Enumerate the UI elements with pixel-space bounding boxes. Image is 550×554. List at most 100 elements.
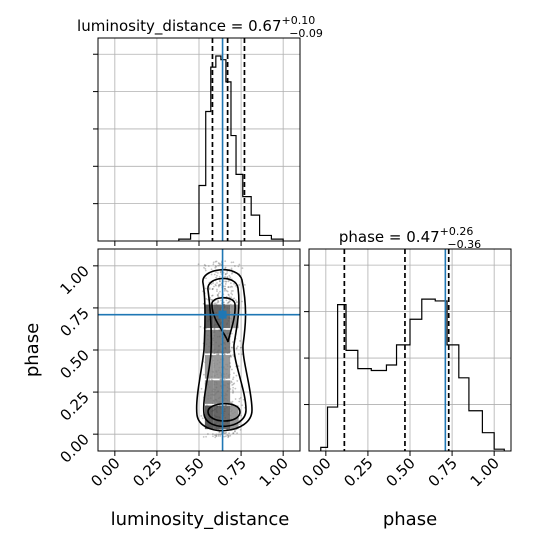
- scatter-point: [230, 290, 233, 292]
- scatter-point: [229, 282, 232, 284]
- scatter-point: [224, 275, 227, 278]
- contour-outer: [195, 268, 253, 432]
- title-superscript: +0.26: [440, 225, 474, 238]
- scatter-point: [233, 297, 236, 300]
- scatter-point: [239, 346, 242, 349]
- scatter-point: [214, 265, 217, 267]
- title-main: phase = 0.47: [339, 228, 440, 246]
- title-subscript: −0.36: [447, 238, 481, 251]
- panel-frame: [97, 248, 301, 452]
- scatter-point: [224, 435, 227, 438]
- scatter-point: [197, 263, 200, 266]
- scatter-point: [217, 264, 220, 267]
- scatter-point: [224, 273, 227, 275]
- x-tick-label: 0.75: [425, 454, 461, 490]
- title-superscript: +0.10: [282, 14, 316, 27]
- density-cell: [213, 355, 222, 379]
- luminosity-distance-title: luminosity_distance = 0.67+0.10 −0.09: [77, 14, 323, 40]
- scatter-point: [227, 286, 230, 288]
- title-subscript: −0.09: [289, 27, 323, 40]
- panel-frame: [308, 248, 512, 452]
- scatter-point: [210, 273, 213, 276]
- scatter-point: [219, 280, 221, 283]
- scatter-point: [224, 260, 227, 263]
- scatter-point: [230, 332, 233, 335]
- scatter-point: [229, 286, 232, 289]
- scatter-point: [230, 292, 233, 294]
- scatter-point: [219, 271, 222, 274]
- truth-crosshair: [98, 249, 300, 451]
- scatter-point: [234, 285, 237, 287]
- scatter-point: [223, 432, 226, 435]
- scatter-point: [219, 263, 222, 266]
- scatter-point: [216, 288, 218, 291]
- scatter-point: [223, 435, 226, 438]
- scatter-point: [223, 289, 226, 292]
- scatter-point: [211, 294, 213, 297]
- scatter-point: [227, 435, 230, 438]
- scatter-point: [236, 300, 238, 303]
- scatter-point: [204, 269, 207, 272]
- scatter-point: [219, 290, 221, 293]
- scatter-point: [225, 289, 228, 292]
- scatter-point: [211, 433, 214, 435]
- scatter-point: [217, 284, 220, 287]
- scatter-point: [233, 265, 236, 267]
- scatter-point: [227, 434, 230, 437]
- scatter-point: [229, 354, 232, 357]
- scatter-point: [217, 293, 219, 296]
- scatter-point: [237, 353, 240, 355]
- scatter-point: [241, 267, 244, 269]
- scatter-point: [224, 266, 227, 269]
- scatter-point: [216, 274, 218, 277]
- scatter-point: [229, 355, 232, 357]
- scatter-point: [231, 293, 234, 296]
- scatter-point: [218, 284, 221, 287]
- scatter-point: [201, 417, 204, 420]
- scatter-point: [234, 398, 237, 400]
- gridlines: [309, 249, 511, 451]
- scatter-point: [222, 280, 225, 283]
- scatter-point: [218, 264, 221, 267]
- scatter-point: [215, 260, 218, 263]
- y-tick-label: 0.00: [56, 430, 92, 466]
- scatter-point: [220, 299, 222, 302]
- scatter-point: [227, 301, 230, 304]
- scatter-point: [202, 436, 205, 438]
- panel-frame: [97, 37, 301, 242]
- x-tick-label: 0.75: [214, 454, 250, 490]
- scatter-point: [203, 266, 205, 269]
- scatter-point: [200, 415, 203, 417]
- scatter-point: [232, 376, 235, 379]
- scatter-point: [230, 380, 232, 383]
- scatter-point: [219, 378, 222, 381]
- scatter-point: [215, 284, 217, 287]
- scatter-point: [203, 373, 205, 376]
- scatter-point: [226, 302, 229, 305]
- scatter-point: [215, 276, 218, 279]
- y-tick-label: 0.25: [56, 388, 92, 424]
- scatter-point: [215, 265, 218, 268]
- scatter-point: [237, 365, 240, 368]
- scatter-point: [217, 285, 220, 288]
- scatter-point: [215, 271, 217, 274]
- density-cell: [221, 355, 231, 379]
- scatter-point: [231, 389, 234, 392]
- scatter-point: [216, 294, 219, 296]
- quantile-lines: [211, 38, 246, 241]
- scatter-point: [227, 301, 230, 304]
- scatter-point: [232, 432, 235, 435]
- scatter-point: [226, 434, 229, 437]
- scatter-point: [207, 433, 209, 435]
- histogram-step-line: [178, 55, 284, 241]
- scatter-point: [220, 433, 222, 436]
- scatter-point: [224, 283, 227, 285]
- x-tick-label: 0.25: [340, 454, 376, 490]
- truth-marker: [218, 310, 227, 319]
- y-axis-label-phase: phase: [22, 323, 43, 377]
- scatter-point: [227, 286, 230, 289]
- scatter-point: [218, 276, 221, 278]
- scatter-point: [210, 283, 213, 286]
- scatter-point: [223, 287, 226, 290]
- x-axis-label-phase: phase: [383, 509, 437, 530]
